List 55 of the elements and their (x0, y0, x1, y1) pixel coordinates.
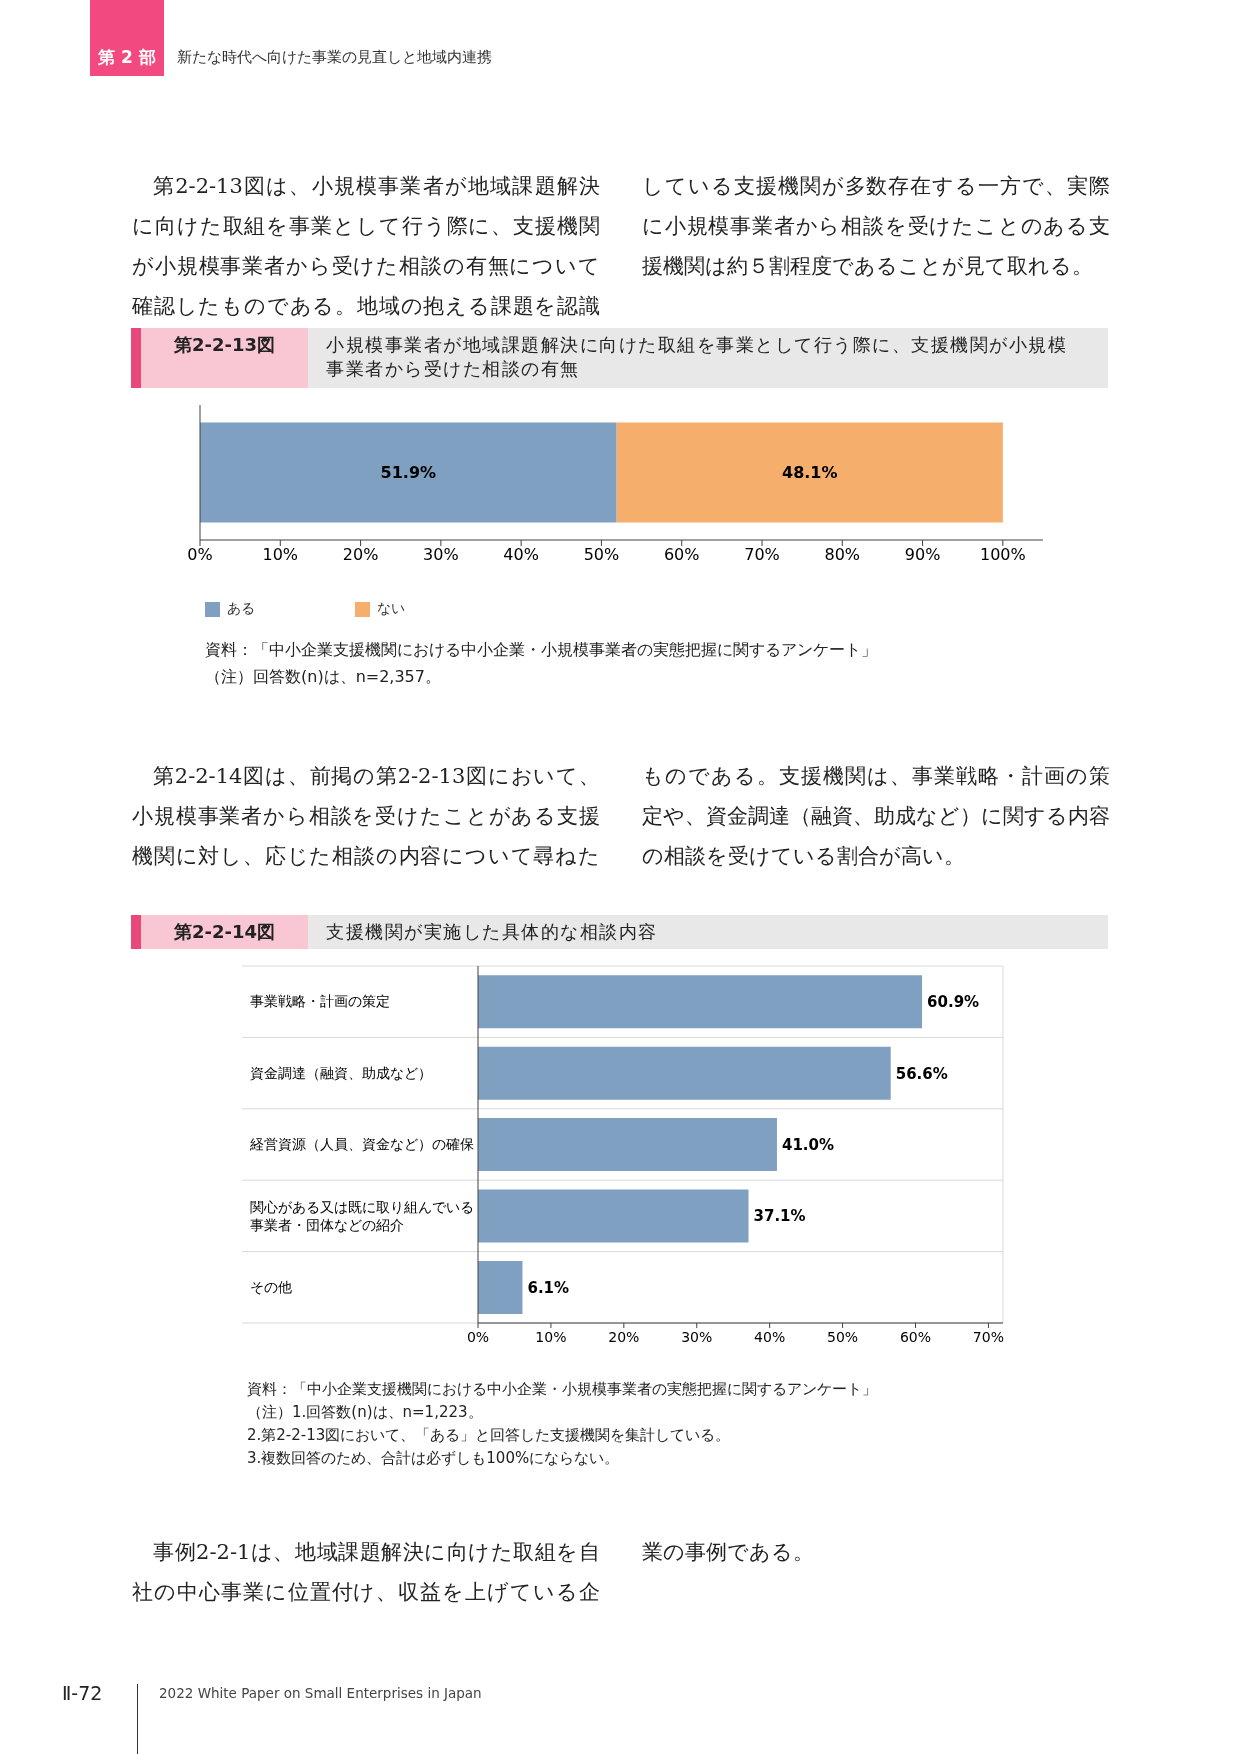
text: 2022 White Paper on Small Enterprises in Japan (159, 1684, 482, 1702)
x-tick-label: 80% (824, 545, 861, 565)
x-tick-label: 10% (262, 545, 299, 565)
data-label: 6.1% (527, 1278, 570, 1297)
data-label: 48.1% (782, 463, 838, 483)
data-label: 51.9% (380, 463, 437, 483)
x-tick-label: 90% (904, 545, 941, 565)
x-tick-label: 100% (979, 545, 1026, 565)
text: Ⅱ-72 (62, 1681, 103, 1706)
x-tick-label: 50% (827, 1328, 859, 1345)
y-tick-label: その他 (250, 1279, 292, 1296)
bar (478, 1189, 749, 1243)
data-label: 60.9% (927, 993, 980, 1012)
legend-label: ある (227, 600, 255, 618)
x-tick-label: 40% (754, 1328, 786, 1345)
x-tick-label: 10% (535, 1328, 567, 1345)
x-tick-label: 60% (899, 1328, 932, 1345)
bar (478, 1046, 891, 1100)
text: 事例2-2-1は、地域課題解決に向けた取組を自社の中心事業に位置付け、収益を上げている企業の事例である。 (132, 1540, 814, 1604)
x-tick-label: 30% (423, 545, 459, 565)
x-tick-label: 50% (583, 545, 620, 565)
text: 資料：「中小企業支援機関における中小企業・小規模事業者の実態把握に関するアンケート」 (247, 1379, 878, 1400)
text: （注）回答数(n)は、n=2,357。 (205, 666, 442, 688)
text: 第2-2-14図 (172, 920, 276, 944)
text: （注）1.回答数(n)は、n=1,223。 (247, 1402, 484, 1423)
chart-title: 支援機関が実施した具体的な相談内容 (326, 920, 659, 944)
x-tick-label: 0% (187, 545, 213, 565)
x-tick-label: 60% (663, 545, 700, 565)
x-tick-label: 30% (681, 1328, 713, 1345)
chart-subtitle: 第2-2-13図 (172, 333, 276, 357)
bar (478, 1118, 777, 1172)
x-tick-label: 40% (503, 545, 539, 565)
data-label: 41.0% (781, 1135, 835, 1154)
text: 新たな時代へ向けた事業の見直しと地域内連携 (177, 48, 492, 67)
x-tick-label: 70% (744, 545, 780, 565)
text: 第2-2-14図は、前掲の第2-2-13図において、小規模事業者から相談を受けたことがある支援機関に対し、応じた相談の内容について尋ねたものである。支援機関は、事業戦略・計画の策定や、資金調達（融資、助成など）に関する内容の相談を受けている割合が高い。 (132, 764, 1110, 868)
data-label: 56.6% (895, 1064, 948, 1083)
y-tick-label: 経営資源（人員、資金など）の確保 (249, 1136, 474, 1153)
x-tick-label: 0% (466, 1328, 490, 1345)
y-tick-label: 資金調達（融資、助成など） (250, 1064, 432, 1081)
text: 2.第2-2-13図において、「ある」と回答した支援機関を集計している。 (247, 1425, 732, 1446)
x-tick-label: 20% (608, 1328, 640, 1345)
bar (478, 975, 923, 1029)
text: 第2-2-13図は、小規模事業者が地域課題解決に向けた取組を事業として行う際に、支援機関が小規模事業者から受けた相談の有無について確認したものである。地域の抱える課題を認識している支援機関が多数存在する一方で、実際に小規模事業者から相談を受けたことのある支援機関は約５割程度であることが見て取れる。 (132, 174, 1110, 318)
chart-title: 小規模事業者が地域課題解決に向けた取組を事業として行う際に、支援機関が小規模事業者から受けた相談の有無 (326, 333, 1068, 381)
x-tick-label: 20% (342, 545, 379, 565)
bar (478, 1260, 523, 1314)
text: 資料：「中小企業支援機関における中小企業・小規模事業者の実態把握に関するアンケート」 (205, 639, 878, 661)
x-tick-label: 70% (972, 1328, 1004, 1345)
y-tick-label: 関心がある又は既に取り組んでいる事業者・団体などの紹介 (250, 1198, 474, 1233)
text: 第 2 部 (97, 46, 157, 69)
legend-label: ない (377, 600, 405, 618)
text: 3.複数回答のため、合計は必ずしも100%にならない。 (247, 1448, 621, 1469)
data-label: 37.1% (753, 1207, 806, 1226)
y-tick-label: 事業戦略・計画の策定 (250, 993, 390, 1010)
